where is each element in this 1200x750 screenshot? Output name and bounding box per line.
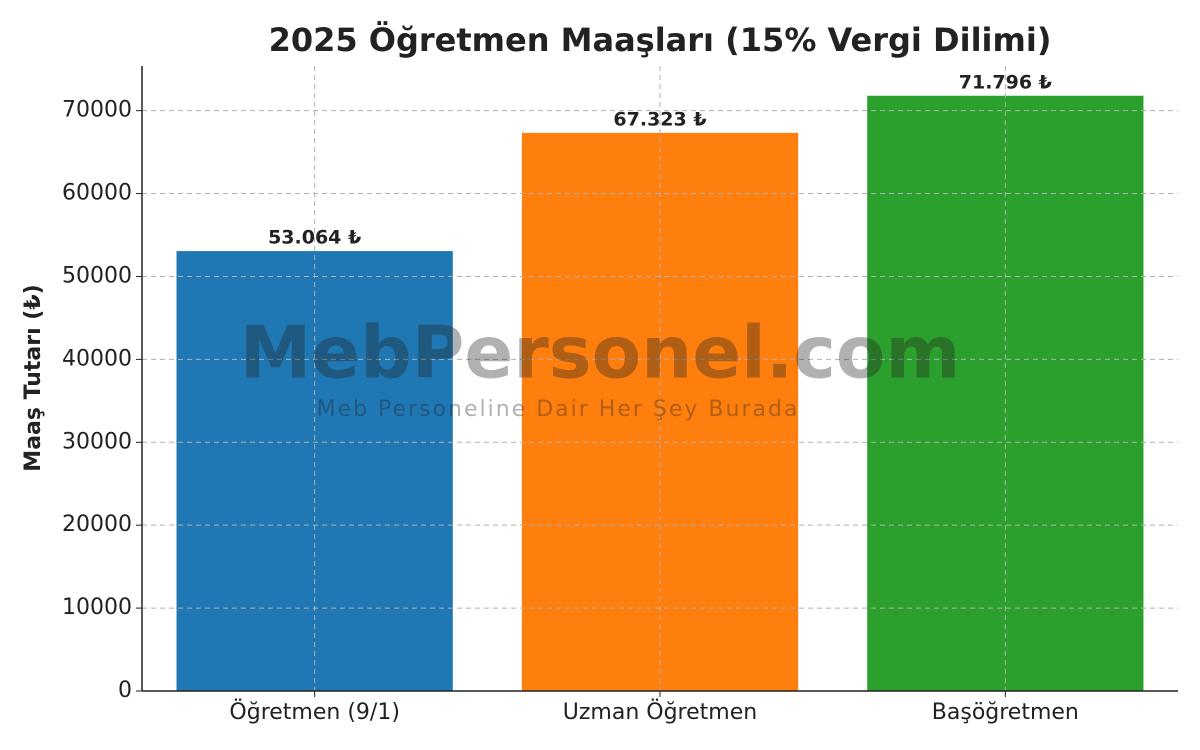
- value-label: 67.323 ₺: [613, 108, 706, 130]
- value-label: 71.796 ₺: [959, 71, 1052, 93]
- y-tick-label: 40000: [62, 346, 132, 371]
- watermark-title: MebPersonel.com: [240, 311, 961, 395]
- y-tick-label: 0: [118, 678, 132, 703]
- grid: [142, 66, 1178, 691]
- y-tick-label: 50000: [62, 263, 132, 288]
- y-tick-label: 70000: [62, 98, 132, 123]
- chart-title: 2025 Öğretmen Maaşları (15% Vergi Dilimi…: [269, 21, 1052, 59]
- x-tick-label: Uzman Öğretmen: [563, 699, 757, 725]
- y-tick-label: 60000: [62, 181, 132, 206]
- x-tick-label: Öğretmen (9/1): [229, 699, 399, 725]
- x-tick-label: Başöğretmen: [932, 700, 1079, 725]
- y-tick-label: 10000: [62, 595, 132, 620]
- y-tick-label: 20000: [62, 512, 132, 537]
- y-axis-label: Maaş Tutarı (₺): [21, 284, 46, 471]
- watermark-subtitle: Meb Personeline Dair Her Şey Burada: [317, 397, 800, 422]
- watermark: MebPersonel.com Meb Personeline Dair Her…: [240, 311, 961, 422]
- y-tick-label: 30000: [62, 429, 132, 454]
